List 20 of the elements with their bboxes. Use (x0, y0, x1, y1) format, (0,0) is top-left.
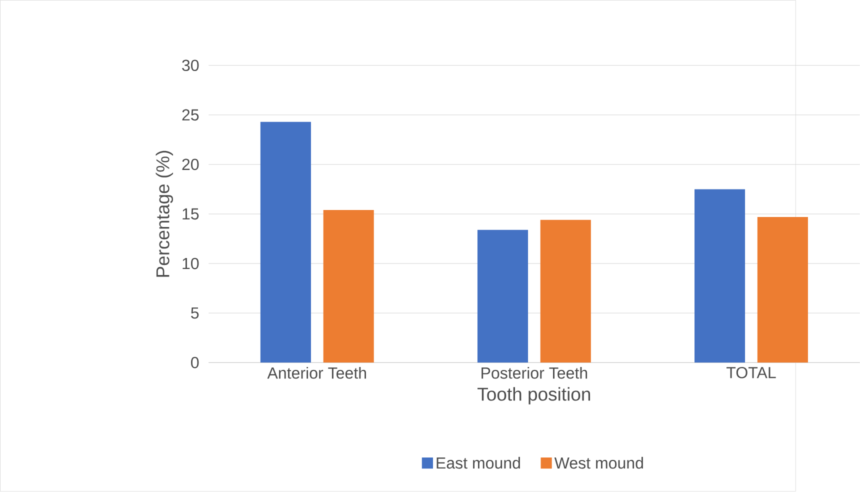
bar (477, 230, 528, 363)
y-tick-label: 0 (191, 357, 199, 368)
legend-label: East mound (436, 457, 520, 469)
x-axis-title: Tooth position (478, 387, 590, 405)
legend-label: West mound (554, 457, 643, 469)
y-axis-title: Percentage (%) (156, 151, 174, 277)
bar (757, 217, 808, 363)
x-tick-label: Anterior Teeth (267, 367, 366, 379)
bar (323, 210, 374, 363)
y-tick-label: 5 (191, 308, 199, 319)
bar (260, 122, 311, 363)
y-tick-label: 25 (182, 109, 199, 121)
bar (540, 220, 591, 363)
x-tick-label: Posterior Teeth (482, 367, 588, 379)
y-tick-label: 20 (182, 158, 199, 170)
bar (694, 189, 746, 363)
y-tick-label: 30 (182, 60, 199, 72)
x-tick-label: TOTAL (726, 367, 776, 378)
y-tick-label: 15 (182, 208, 199, 220)
y-tick-label: 10 (182, 258, 199, 270)
